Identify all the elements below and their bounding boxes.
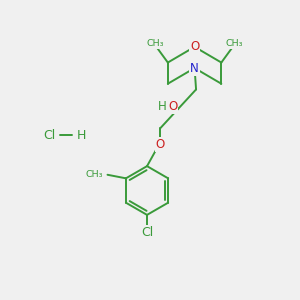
Text: O: O bbox=[190, 40, 199, 53]
Text: CH₃: CH₃ bbox=[85, 170, 103, 179]
Text: CH₃: CH₃ bbox=[225, 39, 243, 48]
Text: H: H bbox=[158, 100, 166, 113]
Text: Cl: Cl bbox=[141, 226, 153, 239]
Text: Cl: Cl bbox=[43, 129, 55, 142]
Text: O: O bbox=[156, 138, 165, 151]
Text: N: N bbox=[190, 61, 199, 75]
Text: CH₃: CH₃ bbox=[146, 39, 164, 48]
Text: H: H bbox=[77, 129, 86, 142]
Text: O: O bbox=[168, 100, 178, 113]
